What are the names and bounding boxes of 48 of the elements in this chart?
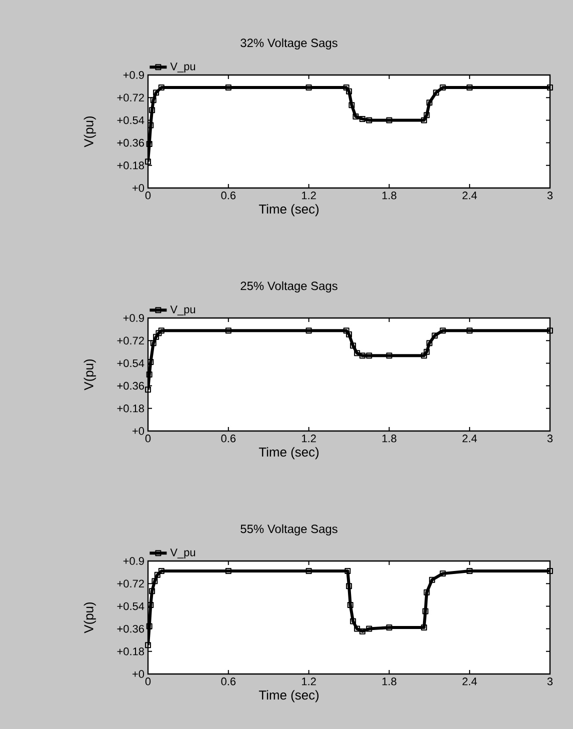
x-axis-title: Time (sec): [258, 204, 319, 216]
y-tick-label: +0.72: [117, 580, 144, 588]
x-tick-label: 1.2: [302, 678, 316, 686]
y-tick-label: +0.54: [117, 359, 144, 368]
x-tick-label: 0: [145, 678, 151, 686]
y-tick-label: +0.36: [117, 382, 144, 390]
y-tick-label: +0: [132, 184, 144, 192]
y-axis-title: V(pu): [84, 116, 96, 148]
y-tick-label: +0: [132, 427, 144, 435]
y-tick-label: +0.54: [117, 602, 144, 610]
y-axis-title: V(pu): [84, 602, 96, 634]
y-tick-label: +0.54: [117, 116, 144, 124]
x-axis-title: Time (sec): [258, 447, 319, 460]
x-tick-label: 1.8: [382, 434, 396, 442]
y-tick-label: +0.18: [117, 648, 144, 656]
x-tick-label: 0.6: [221, 434, 236, 442]
x-tick-label: 0: [145, 434, 151, 442]
y-tick-label: +0.9: [123, 314, 144, 322]
x-tick-label: 2.4: [462, 192, 477, 200]
x-tick-label: 0.6: [221, 678, 236, 686]
x-tick-label: 2.4: [462, 434, 477, 442]
x-tick-label: 3: [547, 434, 553, 442]
y-tick-label: +0.72: [117, 336, 144, 344]
x-tick-label: 1.8: [382, 678, 396, 686]
x-tick-label: 1.2: [302, 192, 316, 200]
x-tick-label: 3: [547, 192, 553, 200]
y-tick-label: +0.9: [123, 557, 144, 565]
legend-label: V_pu: [170, 306, 196, 316]
x-tick-label: 3: [547, 678, 553, 686]
y-tick-label: +0.18: [117, 162, 144, 170]
y-tick-label: +0.36: [117, 138, 144, 147]
chart-title: 32% Voltage Sags: [240, 38, 338, 50]
y-tick-label: +0: [132, 670, 144, 678]
chart-title: 55% Voltage Sags: [240, 524, 338, 536]
x-tick-label: 2.4: [462, 678, 477, 686]
y-tick-label: +0.18: [117, 404, 144, 412]
x-tick-label: 0: [145, 192, 151, 200]
x-tick-label: 1.2: [302, 434, 316, 442]
legend-label: V_pu: [170, 62, 196, 72]
x-tick-label: 1.8: [382, 192, 396, 200]
y-tick-label: +0.72: [117, 94, 144, 102]
y-tick-label: +0.9: [123, 71, 144, 79]
x-axis-title: Time (sec): [258, 690, 319, 702]
y-tick-label: +0.36: [117, 624, 144, 633]
x-tick-label: 0.6: [221, 192, 236, 200]
y-axis-title: V(pu): [84, 359, 96, 390]
chart-title: 25% Voltage Sags: [240, 281, 338, 293]
legend-label: V_pu: [170, 548, 196, 558]
